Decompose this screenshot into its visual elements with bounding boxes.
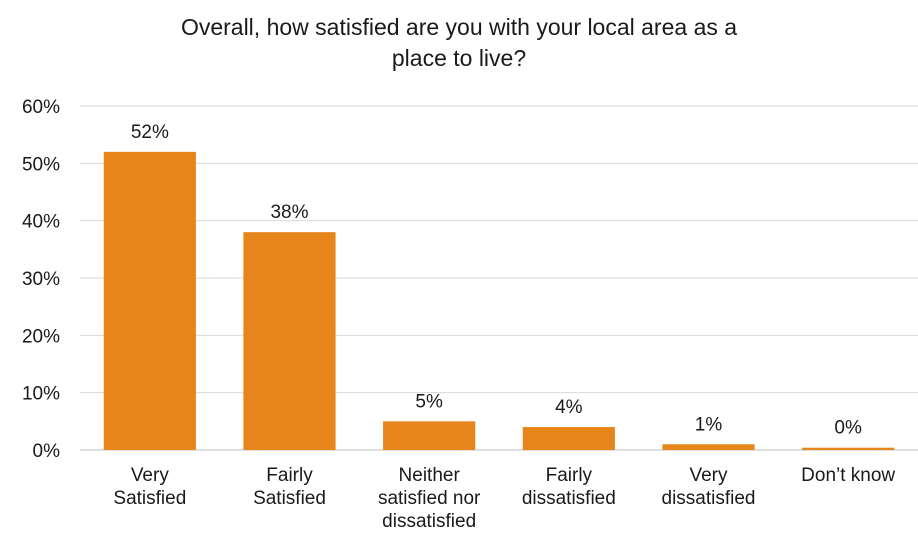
y-tick-label: 10% [22, 384, 60, 405]
bar [383, 421, 476, 450]
y-tick-label: 30% [22, 269, 60, 290]
data-labels: 52% 38% 5% 4% 1% 0% [131, 122, 862, 439]
bars [103, 151, 895, 450]
bar [243, 232, 336, 450]
data-label: 38% [270, 202, 308, 223]
y-tick-label: 20% [22, 326, 60, 347]
x-tick-label: Very Satisfied [113, 465, 186, 509]
gridlines [80, 105, 918, 451]
x-axis: Very Satisfied Fairly Satisfied Neither satis… [113, 465, 895, 532]
y-tick-label: 0% [33, 441, 61, 462]
chart-title: Overall, how satisfied are you with your… [0, 12, 918, 74]
y-axis: 0% 10% 20% 30% 40% 50% 60% [22, 97, 60, 462]
data-label: 52% [131, 122, 169, 143]
x-tick-label: Fairly Satisfied [253, 465, 326, 509]
chart-title-line1: Overall, how satisfied are you with your… [180, 14, 738, 40]
chart-title-line2: place to live? [391, 45, 527, 71]
y-tick-label: 50% [22, 154, 60, 175]
bar [522, 427, 615, 450]
bar [103, 151, 196, 450]
x-tick-label: Very dissatisfied [662, 465, 756, 509]
data-label: 4% [555, 397, 583, 418]
x-tick-label: Neither satisfied nor dissatisfied [378, 465, 481, 532]
y-tick-label: 40% [22, 212, 60, 233]
data-label: 5% [415, 391, 443, 412]
bar [802, 447, 895, 450]
bar [662, 444, 755, 450]
data-label: 1% [695, 414, 723, 435]
x-tick-label: Don’t know [801, 465, 895, 486]
x-tick-label: Fairly dissatisfied [522, 465, 616, 509]
y-tick-label: 60% [22, 97, 60, 118]
data-label: 0% [834, 418, 862, 439]
